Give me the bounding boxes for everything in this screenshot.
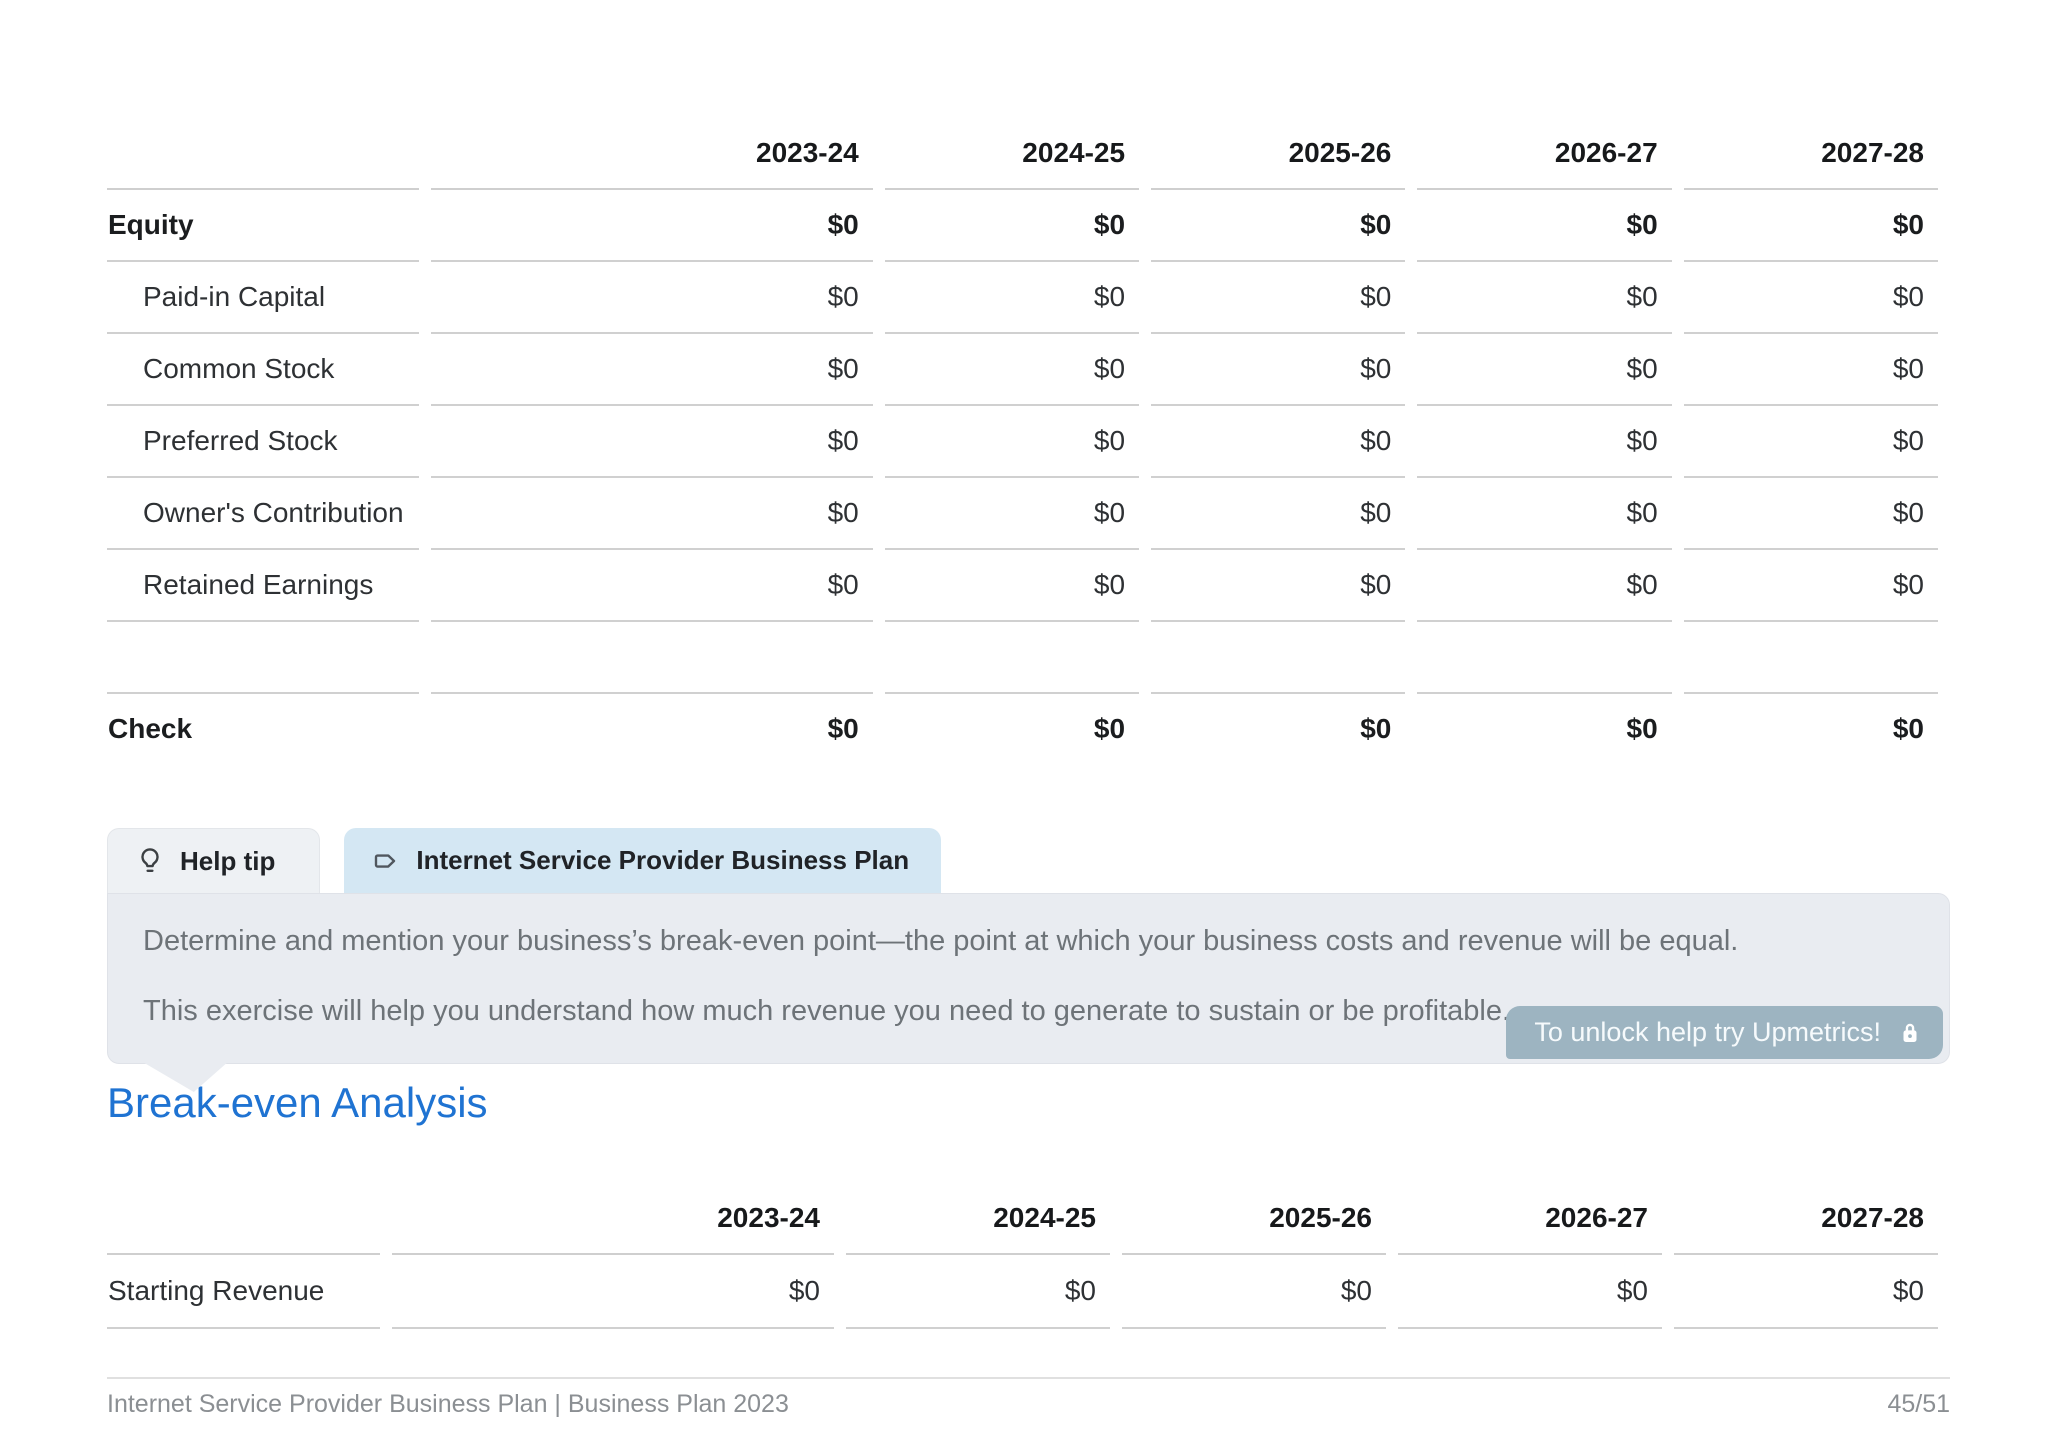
row-label: Check <box>108 713 193 744</box>
cell-value: $0 <box>1151 334 1406 406</box>
cell-value: $0 <box>1093 713 1126 744</box>
table-row-owners-contribution: Owner's Contribution $0 $0 $0 $0 $0 <box>107 478 1938 550</box>
lock-icon <box>1903 1023 1917 1042</box>
page-content: 2023-24 2024-25 2025-26 2026-27 2027-28 … <box>107 0 1950 1419</box>
cell-value: $0 <box>1151 190 1406 262</box>
tag-icon <box>375 853 396 868</box>
cell-value: $0 <box>1417 262 1672 334</box>
table-row-equity: Equity $0 $0 $0 $0 $0 <box>107 190 1938 262</box>
help-tip-tabs: Help tip Internet Service Provider Busin… <box>107 828 1950 893</box>
year-header: 2026-27 <box>1417 118 1672 190</box>
cell-value: $0 <box>1417 406 1672 478</box>
cell-value: $0 <box>1683 262 1938 334</box>
spacer-cell <box>1417 622 1672 694</box>
table-row-paid-in-capital: Paid-in Capital $0 $0 $0 $0 $0 <box>107 262 1938 334</box>
cell-value: $0 <box>1360 713 1392 744</box>
cell-value: $0 <box>1151 550 1406 622</box>
table-row-spacer <box>107 622 1938 694</box>
equity-table-header-row: 2023-24 2024-25 2025-26 2026-27 2027-28 <box>107 118 1938 190</box>
lightbulb-icon <box>141 848 159 872</box>
footer-document-title: Internet Service Provider Business Plan … <box>107 1390 789 1418</box>
cell-value: $0 <box>1683 190 1938 262</box>
cell-value: $0 <box>884 550 1140 622</box>
row-label: Owner's Contribution <box>107 478 419 550</box>
cell-value: $0 <box>1417 478 1672 550</box>
header-spacer-cell <box>107 118 419 190</box>
footer-page-number: 45/51 <box>1887 1390 1950 1418</box>
spacer-cell <box>430 622 873 694</box>
spacer-cell <box>884 622 1140 694</box>
cell-value: $0 <box>1674 1255 1938 1329</box>
cell-value: $0 <box>846 1255 1110 1329</box>
cell-value: $0 <box>1626 713 1658 744</box>
cell-value: $0 <box>1417 190 1672 262</box>
row-label: Equity <box>107 190 419 262</box>
equity-table: 2023-24 2024-25 2025-26 2026-27 2027-28 … <box>95 118 1950 764</box>
cell-value: $0 <box>430 190 873 262</box>
unlock-help-button[interactable]: To unlock help try Upmetrics! <box>1506 1006 1943 1059</box>
cell-value: $0 <box>1683 550 1938 622</box>
cell-value: $0 <box>1151 406 1406 478</box>
year-header: 2025-26 <box>1122 1183 1386 1255</box>
table-row-starting-revenue: Starting Revenue $0 $0 $0 $0 $0 <box>107 1255 1938 1329</box>
breakeven-heading: Break-even Analysis <box>107 1079 488 1126</box>
cell-value: $0 <box>1417 334 1672 406</box>
cell-value: $0 <box>392 1255 834 1329</box>
year-header: 2025-26 <box>1151 118 1406 190</box>
table-row-retained-earnings: Retained Earnings $0 $0 $0 $0 $0 <box>107 550 1938 622</box>
table-row-preferred-stock: Preferred Stock $0 $0 $0 $0 $0 <box>107 406 1938 478</box>
year-header: 2024-25 <box>846 1183 1110 1255</box>
year-header: 2023-24 <box>430 118 873 190</box>
tab-label: Internet Service Provider Business Plan <box>416 845 910 875</box>
year-header: 2027-28 <box>1674 1183 1938 1255</box>
cell-value: $0 <box>1683 478 1938 550</box>
spacer-cell <box>107 622 419 694</box>
cell-value: $0 <box>884 190 1140 262</box>
cell-value: $0 <box>1683 334 1938 406</box>
cell-value: $0 <box>1398 1255 1662 1329</box>
cell-value: $0 <box>430 262 873 334</box>
year-header: 2027-28 <box>1683 118 1938 190</box>
year-header: 2026-27 <box>1398 1183 1662 1255</box>
cell-value: $0 <box>430 478 873 550</box>
table-row-check: Check $0 $0 $0 $0 $0 <box>107 694 1938 764</box>
row-label: Preferred Stock <box>107 406 419 478</box>
help-tip-text: Determine and mention your business’s br… <box>143 925 1739 957</box>
cell-value: $0 <box>430 334 873 406</box>
year-header: 2024-25 <box>884 118 1140 190</box>
tab-help-tip[interactable]: Help tip <box>107 828 321 893</box>
row-label: Starting Revenue <box>107 1255 380 1329</box>
help-tip-box: Determine and mention your business’s br… <box>107 893 1950 1092</box>
cell-value: $0 <box>1151 262 1406 334</box>
row-label: Common Stock <box>107 334 419 406</box>
cell-value: $0 <box>884 334 1140 406</box>
cell-value: $0 <box>1683 406 1938 478</box>
tab-label: Help tip <box>180 845 276 876</box>
row-label: Paid-in Capital <box>107 262 419 334</box>
cell-value: $0 <box>884 478 1140 550</box>
spacer-cell <box>1683 622 1938 694</box>
tab-business-plan[interactable]: Internet Service Provider Business Plan <box>344 828 942 893</box>
cell-value: $0 <box>1151 478 1406 550</box>
footer-divider <box>107 1377 1950 1379</box>
cell-value: $0 <box>884 406 1140 478</box>
spacer-cell <box>1151 622 1406 694</box>
cell-value: $0 <box>1122 1255 1386 1329</box>
cell-value: $0 <box>884 262 1140 334</box>
row-label: Retained Earnings <box>107 550 419 622</box>
year-header: 2023-24 <box>392 1183 834 1255</box>
page-footer: Internet Service Provider Business Plan … <box>107 1377 1950 1419</box>
help-tip-text: This exercise will help you understand h… <box>143 995 1511 1027</box>
table-row-common-stock: Common Stock $0 $0 $0 $0 $0 <box>107 334 1938 406</box>
breakeven-table-header-row: 2023-24 2024-25 2025-26 2026-27 2027-28 <box>107 1183 1938 1255</box>
cell-value: $0 <box>827 713 859 744</box>
breakeven-table: 2023-24 2024-25 2025-26 2026-27 2027-28 … <box>95 1183 1950 1329</box>
cell-value: $0 <box>430 550 873 622</box>
cell-value: $0 <box>1417 550 1672 622</box>
cell-value: $0 <box>430 406 873 478</box>
unlock-help-label: To unlock help try Upmetrics! <box>1534 1017 1881 1047</box>
header-spacer-cell <box>107 1183 380 1255</box>
cell-value: $0 <box>1892 713 1924 744</box>
